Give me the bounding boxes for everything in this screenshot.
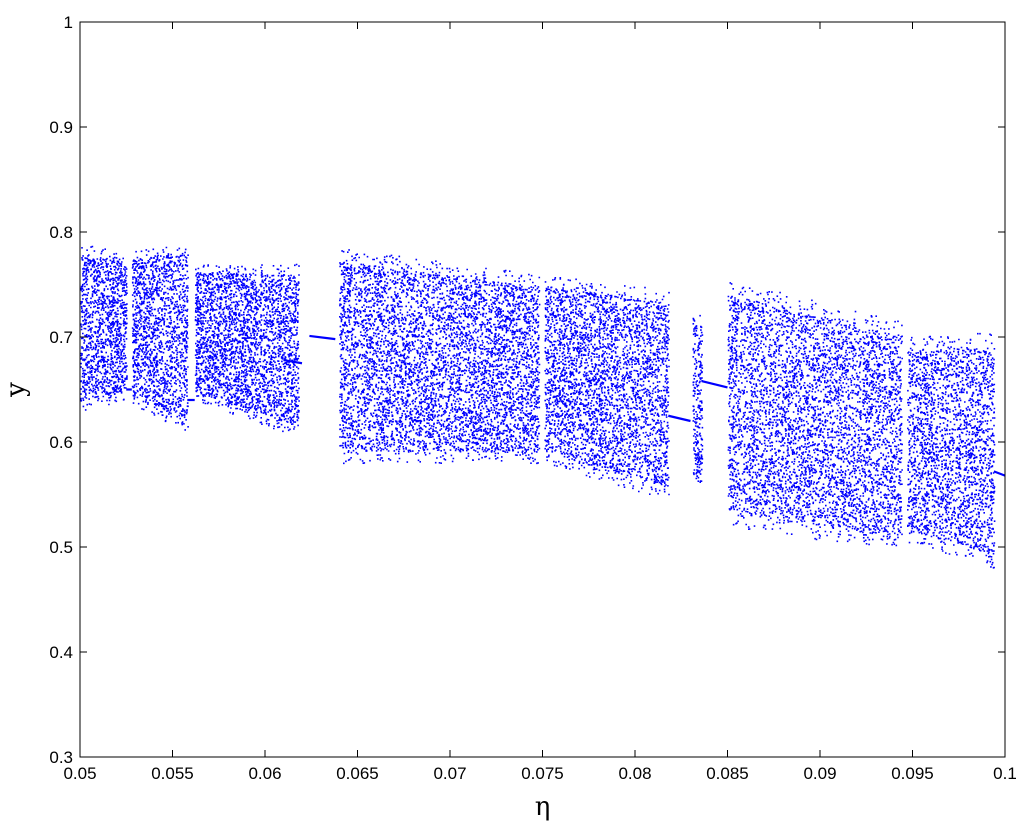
x-tick-label: 0.08 [618,764,651,783]
periodic-window-4 [309,334,336,341]
band-points [907,332,996,569]
x-tick-label: 0.085 [706,764,749,783]
chaotic-band-2 [131,246,189,431]
periodic-window-6 [701,380,728,389]
chaotic-band-8 [907,332,996,569]
y-tick-label: 0.6 [49,433,73,452]
x-tick-label: 0.06 [248,764,281,783]
band-points [727,282,903,547]
periodic-window-5 [668,414,691,423]
band-points [131,246,189,431]
x-tick-label: 0.1 [993,764,1017,783]
y-tick-label: 0.7 [49,328,73,347]
chaotic-band-5 [544,277,670,496]
band-points [692,314,704,483]
x-tick-label: 0.09 [803,764,836,783]
y-tick-label: 0.5 [49,538,73,557]
plot-area-frame [79,21,1006,758]
x-tick-label: 0.065 [336,764,379,783]
x-tick-label: 0.05 [63,764,96,783]
band-points [80,245,128,411]
x-axis-label: η [535,792,551,822]
band-points [194,263,300,433]
y-tick-label: 0.4 [49,643,73,662]
x-tick-label: 0.095 [891,764,934,783]
x-tick-label: 0.07 [433,764,466,783]
y-tick-label: 0.3 [49,748,73,767]
chaotic-band-6 [692,314,704,483]
chaotic-band-4 [339,249,541,465]
chaotic-band-1 [80,245,128,411]
x-tick-label: 0.055 [151,764,194,783]
scatter-points [80,245,1006,569]
band-points [339,249,541,465]
band-points [544,277,670,496]
y-tick-label: 1 [64,13,73,32]
y-tick-label: 0.9 [49,118,73,137]
periodic-window-3 [283,359,303,365]
chaotic-band-3 [194,263,300,433]
periodic-window-7 [993,470,1006,477]
axis-ticks: 0.05 0.055 0.06 0.065 0.07 0.075 0.08 0.085 0.09… [49,13,1016,783]
x-tick-label: 0.075 [521,764,564,783]
y-axis-label: y [1,382,31,398]
y-tick-label: 0.8 [49,223,73,242]
chaotic-band-7 [727,282,903,547]
